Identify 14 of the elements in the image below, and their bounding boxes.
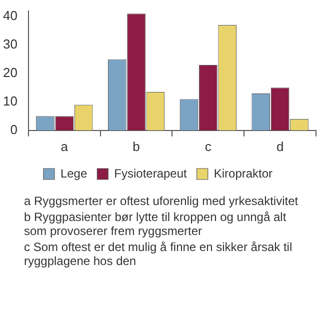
y-tick-label: 20 (2, 65, 18, 80)
y-tick-label: 30 (2, 36, 18, 52)
legend-label: Fysioterapeut (114, 166, 188, 180)
x-tick-label: d (276, 138, 284, 154)
text: a Ryggsmerter er oftest uforenlig med yrkesaktivitet (24, 194, 300, 208)
x-tick-label: a (60, 138, 69, 154)
y-tick-label: 40 (2, 8, 18, 24)
text: c Som oftest er det mulig å finne en sikker årsak til ryggplagene hos den (24, 240, 294, 268)
x-tick-label: c (204, 138, 212, 154)
y-tick-label: 0 (10, 122, 18, 137)
y-tick-label: 10 (2, 94, 18, 108)
legend-label: Kiropraktor (214, 166, 273, 180)
legend-label: Lege (60, 166, 88, 180)
x-tick-label: b (132, 138, 140, 154)
